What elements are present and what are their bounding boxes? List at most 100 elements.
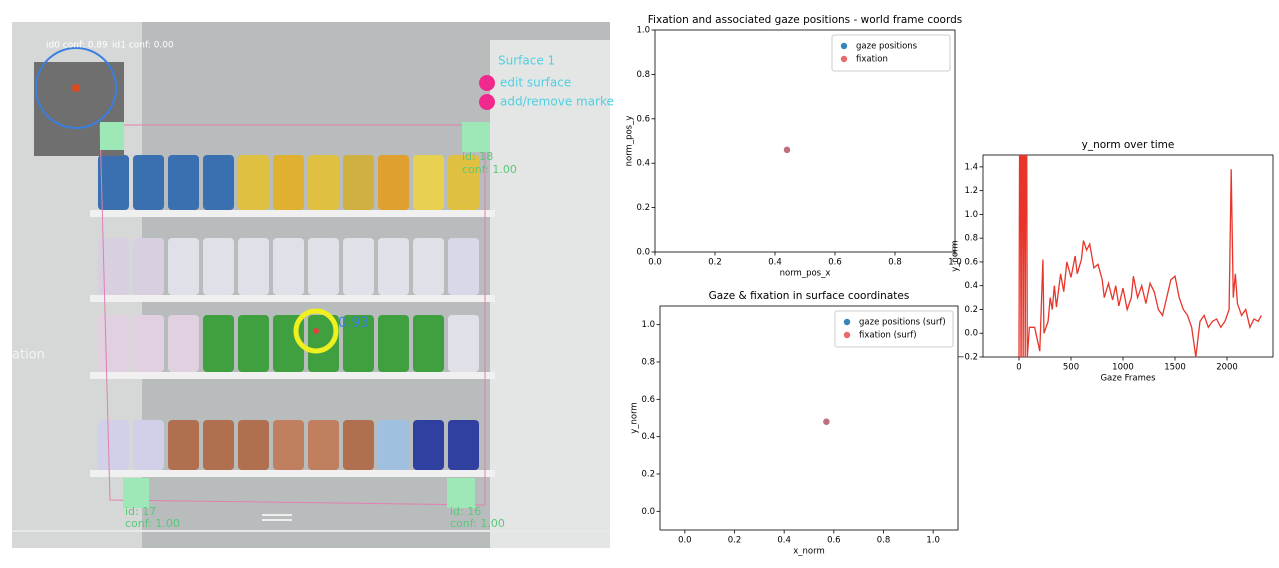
x-tick-label: 0 xyxy=(1016,363,1021,373)
surface-name: Surface 1 xyxy=(498,54,555,68)
product xyxy=(378,238,409,295)
legend-label: fixation (surf) xyxy=(859,331,917,341)
x-tick-label: 1.0 xyxy=(926,536,940,546)
product xyxy=(448,420,479,470)
product xyxy=(413,238,444,295)
y-tick-label: 0.4 xyxy=(964,281,978,291)
x-axis-label: norm_pos_x xyxy=(780,269,831,279)
product xyxy=(308,238,339,295)
product xyxy=(238,315,269,372)
confidence: 0.93 xyxy=(338,315,369,331)
legend-swatch xyxy=(843,331,851,339)
marker-conf: conf: 1.00 xyxy=(450,517,505,530)
x-axis-label: x_norm xyxy=(793,547,825,557)
y-tick-label: 0.0 xyxy=(636,248,650,258)
product xyxy=(203,420,234,470)
y-tick-label: 0.4 xyxy=(641,432,655,442)
y-tick-label: 0.2 xyxy=(636,203,650,213)
product xyxy=(98,420,129,470)
product xyxy=(448,315,479,372)
chart-title: y_norm over time xyxy=(1082,139,1175,151)
shelf xyxy=(90,210,495,217)
x-tick-label: 1000 xyxy=(1112,363,1134,373)
video-frame: id0 conf: 0.89 id1 conf: 0.00 Surface 1 … xyxy=(12,22,614,548)
marker-conf: conf: 1.00 xyxy=(125,517,180,530)
product xyxy=(168,315,199,372)
y-tick-label: 0.4 xyxy=(636,159,650,169)
product xyxy=(273,238,304,295)
x-tick-label: 0.8 xyxy=(877,536,891,546)
legend-swatch xyxy=(840,42,848,50)
product xyxy=(273,155,304,210)
product xyxy=(343,238,374,295)
pupil xyxy=(72,84,80,92)
product xyxy=(133,155,164,210)
shelf xyxy=(90,372,495,379)
eye-circle xyxy=(35,47,117,129)
product xyxy=(343,420,374,470)
y-tick-label: 0.8 xyxy=(636,70,650,80)
product xyxy=(413,155,444,210)
shelves xyxy=(90,155,495,477)
y-tick-label: 0.6 xyxy=(636,114,650,124)
legend-swatch xyxy=(843,318,851,326)
x-tick-label: 0.4 xyxy=(777,536,791,546)
menu-button[interactable] xyxy=(479,75,495,91)
product xyxy=(308,155,339,210)
y-tick-label: 1.2 xyxy=(964,186,978,196)
product xyxy=(308,420,339,470)
y-tick-label: 0.0 xyxy=(641,507,655,517)
y-tick-label: −0.2 xyxy=(957,353,978,363)
marker xyxy=(123,478,149,508)
y-axis-label: y_norm xyxy=(951,240,961,272)
y-tick-label: 0.0 xyxy=(964,329,978,339)
legend-box xyxy=(831,34,951,72)
product xyxy=(273,420,304,470)
handle[interactable] xyxy=(262,514,292,516)
y-tick-label: 1.0 xyxy=(636,26,650,36)
menu-label[interactable]: edit surface xyxy=(500,76,571,90)
x-tick-label: 0.6 xyxy=(827,536,841,546)
point xyxy=(823,418,830,425)
x-tick-label: 500 xyxy=(1063,363,1079,373)
y-tick-label: 1.0 xyxy=(641,320,655,330)
product xyxy=(168,238,199,295)
y-tick-label: 0.2 xyxy=(964,305,978,315)
y-tick-label: 1.4 xyxy=(964,162,978,172)
product xyxy=(168,155,199,210)
gaze-point xyxy=(313,328,319,334)
x-tick-label: 0.2 xyxy=(708,258,722,268)
handle[interactable] xyxy=(262,519,292,521)
x-tick-label: 0.6 xyxy=(828,258,842,268)
product xyxy=(413,315,444,372)
product xyxy=(133,420,164,470)
y-tick-label: 0.8 xyxy=(641,358,655,368)
marker-conf: conf: 1.00 xyxy=(462,163,517,176)
seek-bar[interactable] xyxy=(12,530,610,532)
x-tick-label: 0.8 xyxy=(888,258,902,268)
marker-id: id: 18 xyxy=(462,150,493,163)
product xyxy=(98,315,129,372)
y-tick-label: 1.0 xyxy=(964,210,978,220)
marker xyxy=(447,478,475,508)
x-tick-label: 1.0 xyxy=(948,258,962,268)
overlay-text: ation xyxy=(12,348,45,363)
legend-box xyxy=(834,310,954,348)
plot-area xyxy=(982,154,1274,358)
product xyxy=(98,155,129,210)
product xyxy=(203,315,234,372)
x-tick-label: 0.4 xyxy=(768,258,782,268)
product xyxy=(203,155,234,210)
charts: 0.0 0.2 0.4 0.6 0.8 1.00.00.20.40.60.81.0Fixa… xyxy=(625,14,1274,557)
x-tick-label: 0.0 xyxy=(678,536,692,546)
legend-label: fixation xyxy=(856,55,888,65)
y-tick-label: 0.8 xyxy=(964,234,978,244)
y-tick-label: 0.6 xyxy=(964,257,978,267)
point xyxy=(783,146,791,154)
menu-label[interactable]: add/remove marke xyxy=(500,95,614,109)
menu-button[interactable] xyxy=(479,94,495,110)
product xyxy=(378,420,409,470)
legend-swatch xyxy=(840,55,848,63)
product xyxy=(378,155,409,210)
